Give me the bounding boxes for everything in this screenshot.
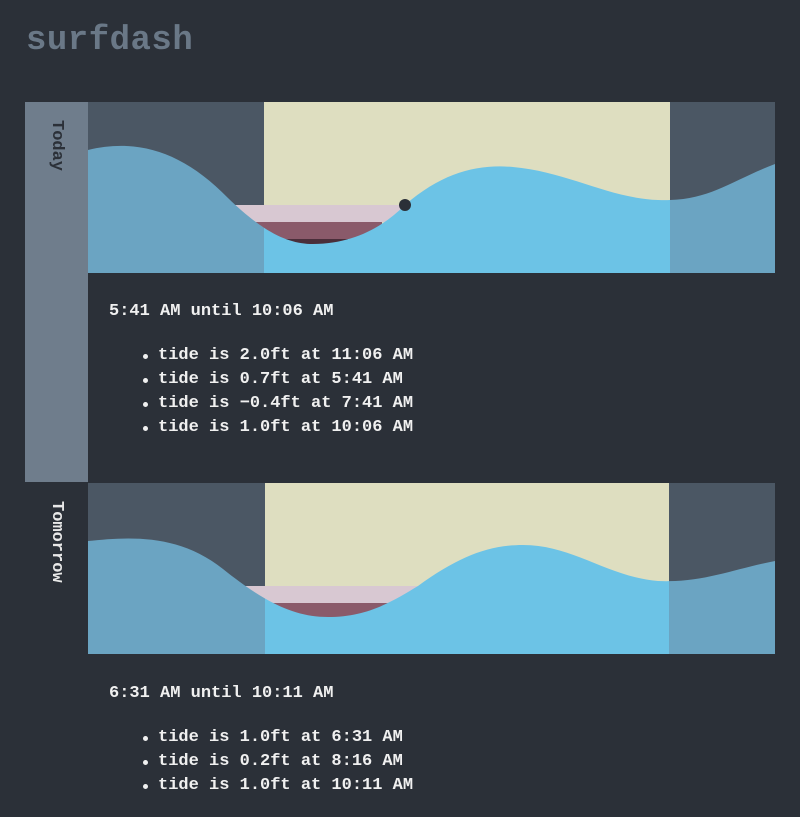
list-item: tide is 1.0ft at 6:31 AM: [143, 726, 413, 750]
tide-curve: [670, 164, 775, 273]
tide-curve: [88, 538, 265, 654]
day-tomorrow: Tomorrow 6:31 AM until 10:11 AM tide is …: [25, 483, 775, 817]
tide-chart-tomorrow: [88, 483, 775, 654]
tide-curve: [265, 545, 669, 654]
list-item: tide is 1.0ft at 10:11 AM: [143, 774, 413, 798]
day-tab-tomorrow[interactable]: Tomorrow: [25, 483, 88, 817]
list-item: tide is 1.0ft at 10:06 AM: [143, 416, 413, 440]
list-item: tide is 0.2ft at 8:16 AM: [143, 750, 413, 774]
list-item: tide is 0.7ft at 5:41 AM: [143, 368, 413, 392]
tide-curve: [264, 166, 670, 273]
bullet-icon: [143, 354, 148, 359]
list-item: tide is 2.0ft at 11:06 AM: [143, 344, 413, 368]
tide-curve: [669, 561, 775, 654]
bullet-icon: [143, 736, 148, 741]
day-today: Today 5:41 AM until 10:06 AM tide is 2.0…: [25, 102, 775, 482]
tide-chart-today: [88, 102, 775, 273]
tide-curve: [88, 145, 264, 273]
bullet-icon: [143, 760, 148, 765]
bullet-icon: [143, 378, 148, 383]
current-tide-marker: [399, 199, 411, 211]
app-title: surfdash: [26, 22, 194, 60]
bullet-icon: [143, 426, 148, 431]
tide-list-today: tide is 2.0ft at 11:06 AM tide is 0.7ft …: [143, 344, 413, 440]
day-tab-today[interactable]: Today: [25, 102, 88, 482]
window-title-today: 5:41 AM until 10:06 AM: [109, 302, 334, 321]
bullet-icon: [143, 402, 148, 407]
bullet-icon: [143, 784, 148, 789]
tide-list-tomorrow: tide is 1.0ft at 6:31 AM tide is 0.2ft a…: [143, 726, 413, 798]
day-label-tomorrow: Tomorrow: [47, 501, 66, 583]
window-title-tomorrow: 6:31 AM until 10:11 AM: [109, 684, 334, 703]
day-label-today: Today: [47, 120, 66, 172]
list-item: tide is −0.4ft at 7:41 AM: [143, 392, 413, 416]
